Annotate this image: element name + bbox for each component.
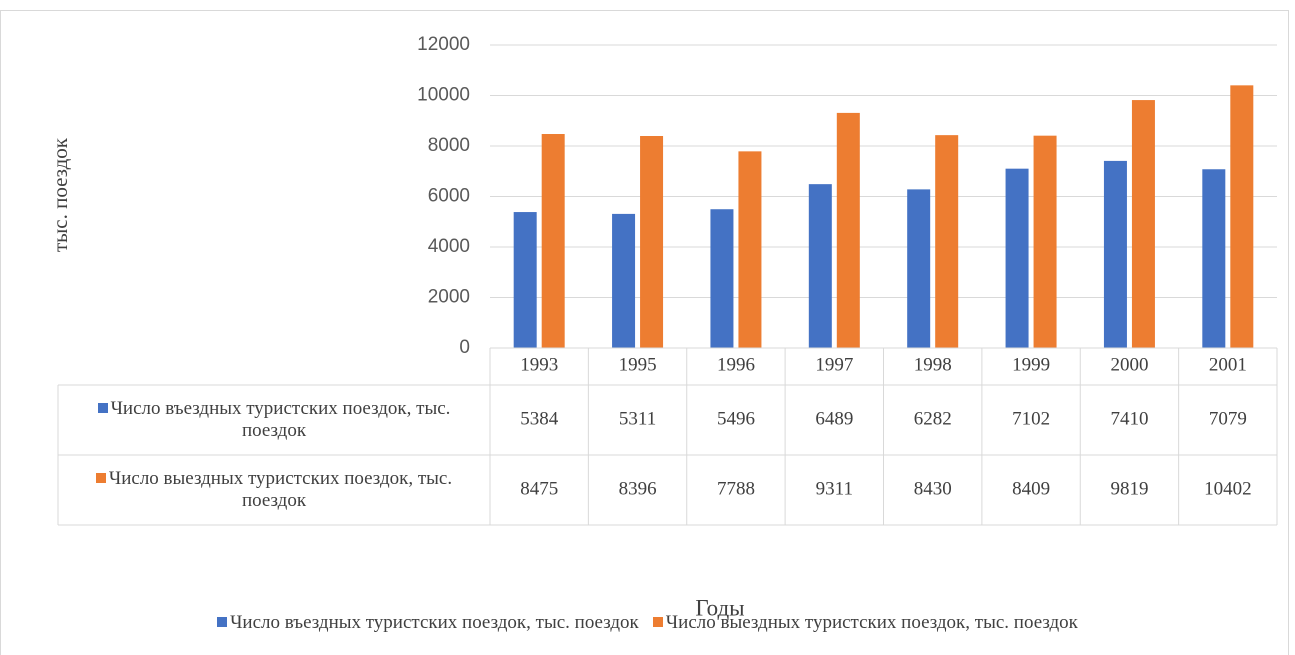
bar (808, 184, 832, 348)
bar (935, 135, 959, 348)
row-header-text: Число выездных туристских поездок, тыс. … (108, 468, 453, 511)
x-tick-label: 1999 (1012, 354, 1050, 375)
bar (710, 209, 734, 348)
bar (541, 134, 565, 348)
bar (1033, 135, 1057, 348)
bar (1202, 169, 1226, 348)
table-value: 5496 (717, 408, 755, 429)
x-tick-label: 1993 (520, 354, 558, 375)
y-axis-title: тыс. поездок (48, 137, 72, 252)
bar (1131, 100, 1155, 348)
legend-item: Число выездных туристских поездок, тыс. … (652, 612, 1078, 634)
table-value: 9819 (1110, 478, 1148, 499)
table-value: 8430 (914, 478, 952, 499)
legend-key (652, 617, 663, 627)
legend-key (95, 473, 106, 483)
bar (1230, 85, 1254, 349)
x-tick-label: 1997 (815, 354, 853, 375)
bar (640, 136, 664, 348)
table-value: 5384 (520, 408, 559, 429)
table-row-header: Число выездных туристских поездок, тыс. … (58, 455, 490, 525)
table-value: 8409 (1012, 478, 1050, 499)
legend: Число въездных туристских поездок, тыс. … (0, 612, 1295, 634)
y-tick-label: 0 (459, 337, 470, 358)
legend-key (97, 403, 108, 413)
row-header-wrap: Число въездных туристских поездок, тыс. … (64, 398, 484, 442)
row-header-text: Число въездных туристских поездок, тыс. … (110, 398, 451, 441)
legend-label: Число въездных туристских поездок, тыс. … (230, 612, 639, 633)
table-value: 8396 (619, 478, 657, 499)
y-tick-label: 10000 (417, 85, 470, 106)
table-value: 8475 (520, 478, 558, 499)
y-tick-label: 4000 (428, 236, 470, 257)
y-tick-label: 8000 (428, 135, 470, 156)
bar (1103, 160, 1127, 348)
y-tick-label: 12000 (417, 34, 470, 55)
table-value: 10402 (1204, 478, 1252, 499)
bar (612, 213, 636, 348)
legend-item: Число въездных туристских поездок, тыс. … (217, 612, 639, 634)
table-value: 7079 (1209, 408, 1247, 429)
x-tick-label: 1995 (619, 354, 657, 375)
x-tick-label: 2001 (1209, 354, 1247, 375)
table-value: 6489 (815, 408, 853, 429)
y-tick-label: 2000 (428, 287, 470, 308)
bar (907, 189, 931, 348)
bar (513, 212, 537, 348)
bar (836, 112, 860, 348)
table-value: 5311 (619, 408, 656, 429)
x-axis-title: Годы (695, 595, 744, 620)
x-tick-label: 2000 (1110, 354, 1148, 375)
row-header-wrap: Число выездных туристских поездок, тыс. … (64, 468, 484, 512)
legend-key (217, 617, 228, 627)
table-value: 7788 (717, 478, 755, 499)
table-value: 7102 (1012, 408, 1050, 429)
y-tick-label: 6000 (428, 186, 470, 207)
bar (738, 151, 762, 348)
legend-label: Число выездных туристских поездок, тыс. … (665, 612, 1078, 633)
x-tick-label: 1998 (914, 354, 952, 375)
table-value: 9311 (816, 478, 853, 499)
table-value: 7410 (1110, 408, 1148, 429)
bar (1005, 168, 1029, 348)
table-row-header: Число въездных туристских поездок, тыс. … (58, 385, 490, 455)
chart-border (0, 10, 1289, 655)
table-value: 6282 (914, 408, 952, 429)
x-tick-label: 1996 (717, 354, 755, 375)
